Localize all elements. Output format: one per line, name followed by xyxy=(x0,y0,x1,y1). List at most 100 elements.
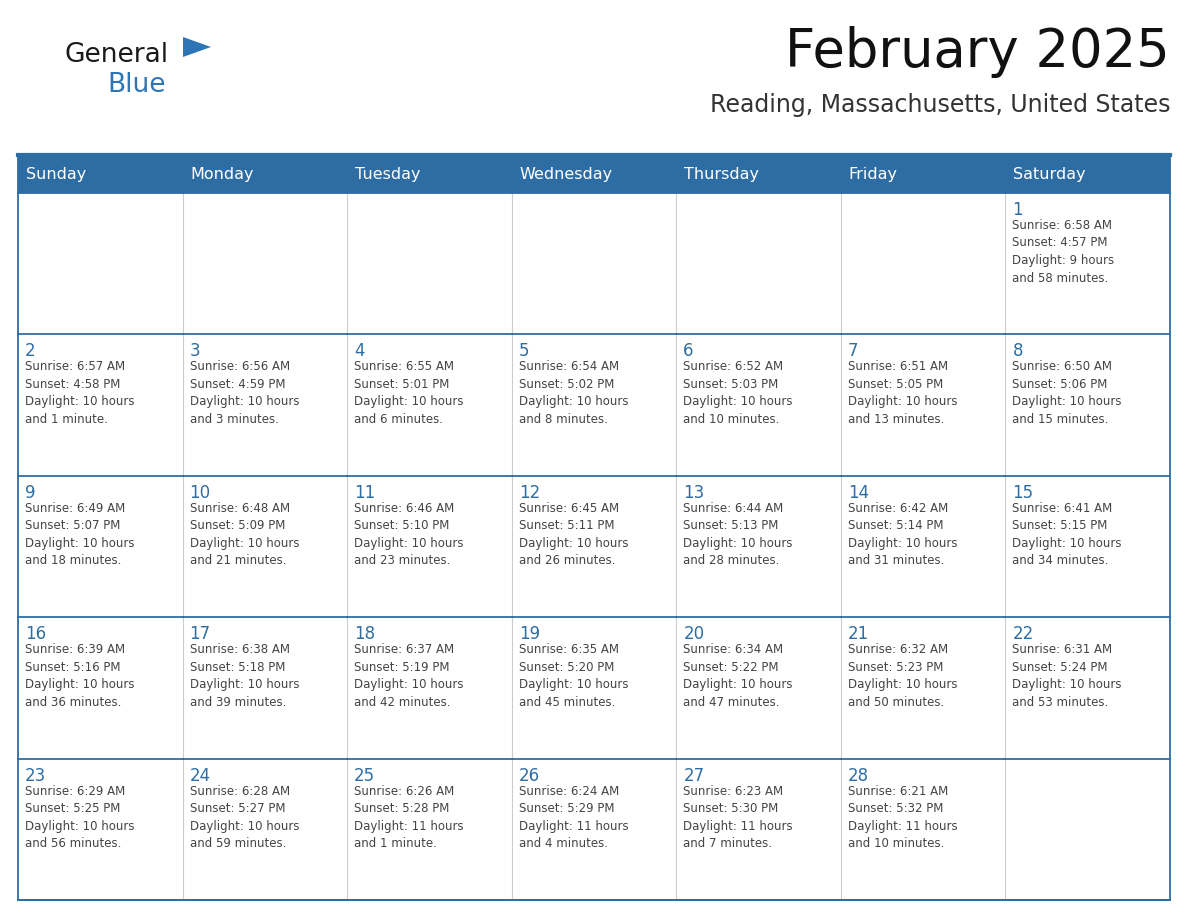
Text: 23: 23 xyxy=(25,767,46,785)
Text: 25: 25 xyxy=(354,767,375,785)
Bar xyxy=(18,155,183,193)
Text: 3: 3 xyxy=(190,342,201,361)
Text: Sunday: Sunday xyxy=(26,166,87,182)
Bar xyxy=(676,758,841,900)
Bar xyxy=(841,758,1005,900)
Bar xyxy=(1005,193,1170,334)
Text: Sunrise: 6:28 AM
Sunset: 5:27 PM
Daylight: 10 hours
and 59 minutes.: Sunrise: 6:28 AM Sunset: 5:27 PM Dayligh… xyxy=(190,785,299,850)
Text: Sunrise: 6:29 AM
Sunset: 5:25 PM
Daylight: 10 hours
and 56 minutes.: Sunrise: 6:29 AM Sunset: 5:25 PM Dayligh… xyxy=(25,785,134,850)
Text: 17: 17 xyxy=(190,625,210,644)
Bar xyxy=(347,476,512,617)
Text: 27: 27 xyxy=(683,767,704,785)
Bar xyxy=(18,617,183,758)
Bar xyxy=(347,193,512,334)
Text: Sunrise: 6:32 AM
Sunset: 5:23 PM
Daylight: 10 hours
and 50 minutes.: Sunrise: 6:32 AM Sunset: 5:23 PM Dayligh… xyxy=(848,644,958,709)
Text: 19: 19 xyxy=(519,625,539,644)
Bar xyxy=(183,617,347,758)
Text: Sunrise: 6:23 AM
Sunset: 5:30 PM
Daylight: 11 hours
and 7 minutes.: Sunrise: 6:23 AM Sunset: 5:30 PM Dayligh… xyxy=(683,785,792,850)
Bar xyxy=(183,155,347,193)
Text: Saturday: Saturday xyxy=(1013,166,1086,182)
Polygon shape xyxy=(183,37,211,57)
Text: Sunrise: 6:44 AM
Sunset: 5:13 PM
Daylight: 10 hours
and 28 minutes.: Sunrise: 6:44 AM Sunset: 5:13 PM Dayligh… xyxy=(683,502,792,567)
Bar xyxy=(1005,617,1170,758)
Bar xyxy=(183,476,347,617)
Bar xyxy=(512,334,676,476)
Text: 10: 10 xyxy=(190,484,210,502)
Text: Sunrise: 6:56 AM
Sunset: 4:59 PM
Daylight: 10 hours
and 3 minutes.: Sunrise: 6:56 AM Sunset: 4:59 PM Dayligh… xyxy=(190,361,299,426)
Text: 22: 22 xyxy=(1012,625,1034,644)
Text: Sunrise: 6:51 AM
Sunset: 5:05 PM
Daylight: 10 hours
and 13 minutes.: Sunrise: 6:51 AM Sunset: 5:05 PM Dayligh… xyxy=(848,361,958,426)
Text: Sunrise: 6:45 AM
Sunset: 5:11 PM
Daylight: 10 hours
and 26 minutes.: Sunrise: 6:45 AM Sunset: 5:11 PM Dayligh… xyxy=(519,502,628,567)
Bar xyxy=(841,617,1005,758)
Text: Sunrise: 6:49 AM
Sunset: 5:07 PM
Daylight: 10 hours
and 18 minutes.: Sunrise: 6:49 AM Sunset: 5:07 PM Dayligh… xyxy=(25,502,134,567)
Text: 4: 4 xyxy=(354,342,365,361)
Text: Sunrise: 6:31 AM
Sunset: 5:24 PM
Daylight: 10 hours
and 53 minutes.: Sunrise: 6:31 AM Sunset: 5:24 PM Dayligh… xyxy=(1012,644,1121,709)
Bar xyxy=(347,617,512,758)
Text: Sunrise: 6:34 AM
Sunset: 5:22 PM
Daylight: 10 hours
and 47 minutes.: Sunrise: 6:34 AM Sunset: 5:22 PM Dayligh… xyxy=(683,644,792,709)
Text: 1: 1 xyxy=(1012,201,1023,219)
Bar xyxy=(183,193,347,334)
Text: Sunrise: 6:21 AM
Sunset: 5:32 PM
Daylight: 11 hours
and 10 minutes.: Sunrise: 6:21 AM Sunset: 5:32 PM Dayligh… xyxy=(848,785,958,850)
Text: 15: 15 xyxy=(1012,484,1034,502)
Bar xyxy=(1005,155,1170,193)
Text: Sunrise: 6:37 AM
Sunset: 5:19 PM
Daylight: 10 hours
and 42 minutes.: Sunrise: 6:37 AM Sunset: 5:19 PM Dayligh… xyxy=(354,644,463,709)
Bar xyxy=(676,193,841,334)
Text: Sunrise: 6:55 AM
Sunset: 5:01 PM
Daylight: 10 hours
and 6 minutes.: Sunrise: 6:55 AM Sunset: 5:01 PM Dayligh… xyxy=(354,361,463,426)
Text: Sunrise: 6:52 AM
Sunset: 5:03 PM
Daylight: 10 hours
and 10 minutes.: Sunrise: 6:52 AM Sunset: 5:03 PM Dayligh… xyxy=(683,361,792,426)
Text: Sunrise: 6:26 AM
Sunset: 5:28 PM
Daylight: 11 hours
and 1 minute.: Sunrise: 6:26 AM Sunset: 5:28 PM Dayligh… xyxy=(354,785,463,850)
Bar xyxy=(512,155,676,193)
Text: Sunrise: 6:50 AM
Sunset: 5:06 PM
Daylight: 10 hours
and 15 minutes.: Sunrise: 6:50 AM Sunset: 5:06 PM Dayligh… xyxy=(1012,361,1121,426)
Text: General: General xyxy=(65,42,169,68)
Bar xyxy=(18,334,183,476)
Text: Sunrise: 6:38 AM
Sunset: 5:18 PM
Daylight: 10 hours
and 39 minutes.: Sunrise: 6:38 AM Sunset: 5:18 PM Dayligh… xyxy=(190,644,299,709)
Bar xyxy=(676,617,841,758)
Text: Monday: Monday xyxy=(190,166,254,182)
Text: Sunrise: 6:46 AM
Sunset: 5:10 PM
Daylight: 10 hours
and 23 minutes.: Sunrise: 6:46 AM Sunset: 5:10 PM Dayligh… xyxy=(354,502,463,567)
Bar xyxy=(841,334,1005,476)
Text: Tuesday: Tuesday xyxy=(355,166,421,182)
Text: 2: 2 xyxy=(25,342,36,361)
Text: 9: 9 xyxy=(25,484,36,502)
Bar xyxy=(841,476,1005,617)
Bar xyxy=(512,476,676,617)
Text: 12: 12 xyxy=(519,484,541,502)
Bar xyxy=(841,193,1005,334)
Bar xyxy=(347,758,512,900)
Bar xyxy=(676,476,841,617)
Bar xyxy=(183,758,347,900)
Text: Sunrise: 6:41 AM
Sunset: 5:15 PM
Daylight: 10 hours
and 34 minutes.: Sunrise: 6:41 AM Sunset: 5:15 PM Dayligh… xyxy=(1012,502,1121,567)
Text: Reading, Massachusetts, United States: Reading, Massachusetts, United States xyxy=(709,93,1170,117)
Text: Sunrise: 6:35 AM
Sunset: 5:20 PM
Daylight: 10 hours
and 45 minutes.: Sunrise: 6:35 AM Sunset: 5:20 PM Dayligh… xyxy=(519,644,628,709)
Bar xyxy=(347,334,512,476)
Text: Sunrise: 6:24 AM
Sunset: 5:29 PM
Daylight: 11 hours
and 4 minutes.: Sunrise: 6:24 AM Sunset: 5:29 PM Dayligh… xyxy=(519,785,628,850)
Text: Sunrise: 6:58 AM
Sunset: 4:57 PM
Daylight: 9 hours
and 58 minutes.: Sunrise: 6:58 AM Sunset: 4:57 PM Dayligh… xyxy=(1012,219,1114,285)
Text: Sunrise: 6:39 AM
Sunset: 5:16 PM
Daylight: 10 hours
and 36 minutes.: Sunrise: 6:39 AM Sunset: 5:16 PM Dayligh… xyxy=(25,644,134,709)
Bar xyxy=(676,155,841,193)
Text: 8: 8 xyxy=(1012,342,1023,361)
Text: February 2025: February 2025 xyxy=(785,26,1170,78)
Bar xyxy=(841,155,1005,193)
Text: 28: 28 xyxy=(848,767,868,785)
Bar xyxy=(1005,476,1170,617)
Text: 11: 11 xyxy=(354,484,375,502)
Bar xyxy=(512,617,676,758)
Text: 26: 26 xyxy=(519,767,539,785)
Text: 24: 24 xyxy=(190,767,210,785)
Text: Blue: Blue xyxy=(107,72,165,98)
Bar xyxy=(512,758,676,900)
Text: 13: 13 xyxy=(683,484,704,502)
Text: 7: 7 xyxy=(848,342,859,361)
Text: 16: 16 xyxy=(25,625,46,644)
Text: 21: 21 xyxy=(848,625,870,644)
Bar xyxy=(347,155,512,193)
Bar xyxy=(18,476,183,617)
Bar xyxy=(18,193,183,334)
Text: 5: 5 xyxy=(519,342,529,361)
Bar xyxy=(18,758,183,900)
Text: Sunrise: 6:57 AM
Sunset: 4:58 PM
Daylight: 10 hours
and 1 minute.: Sunrise: 6:57 AM Sunset: 4:58 PM Dayligh… xyxy=(25,361,134,426)
Text: Sunrise: 6:42 AM
Sunset: 5:14 PM
Daylight: 10 hours
and 31 minutes.: Sunrise: 6:42 AM Sunset: 5:14 PM Dayligh… xyxy=(848,502,958,567)
Bar xyxy=(1005,334,1170,476)
Text: Sunrise: 6:48 AM
Sunset: 5:09 PM
Daylight: 10 hours
and 21 minutes.: Sunrise: 6:48 AM Sunset: 5:09 PM Dayligh… xyxy=(190,502,299,567)
Text: 6: 6 xyxy=(683,342,694,361)
Text: 14: 14 xyxy=(848,484,868,502)
